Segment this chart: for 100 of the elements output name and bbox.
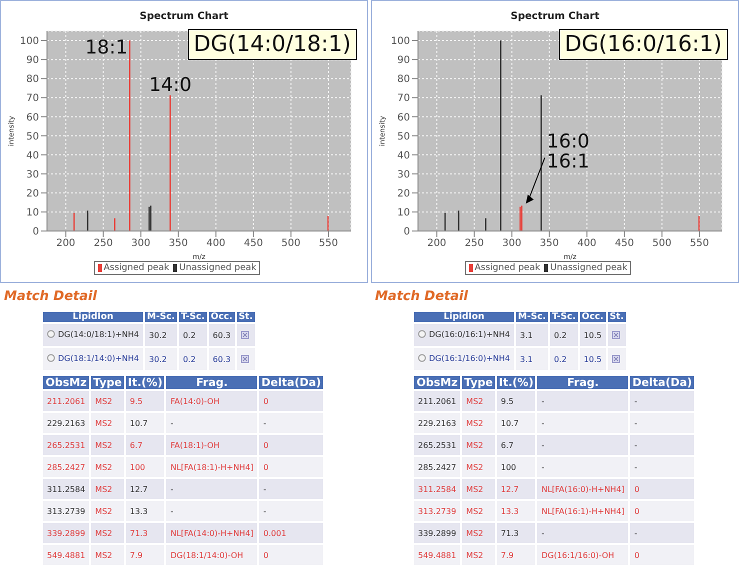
text: - [263,506,266,516]
category-label: M-Sc. [145,312,177,322]
text: 12.7 [130,484,148,494]
annotation: 16:0 [546,130,590,153]
text: 3.1 [520,330,533,340]
text: 60.3 [212,354,231,364]
y-tick-label: 40 [397,150,410,162]
text: 265.2531 [418,440,456,450]
text: - [634,440,638,450]
category-label: Type [91,376,124,389]
text: DG(16:1/16:0)+NH4 [429,354,510,363]
text: 10.7 [500,418,519,428]
y-tick-label: 20 [397,188,410,200]
y-tick-label: 20 [26,188,39,200]
text: 9.5 [130,396,143,406]
text: 0 [634,550,640,560]
text: MS2 [466,506,484,516]
chart-title: Spectrum Chart [138,10,230,24]
category-label: Frag. [537,376,628,389]
category-label: T-Sc. [178,312,207,322]
text: 13.3 [500,506,519,516]
text: MS2 [466,528,484,538]
text: 211.2061 [418,396,456,406]
text: 313.2739 [418,506,456,516]
text: 100 [500,462,516,472]
text: MS2 [95,484,112,494]
text: FA(14:0)-OH [170,396,220,406]
x-tick-label: 350 [540,238,559,250]
text: DG(18:1/14:0)-OH [170,550,244,560]
category-label: Occ. [208,312,235,322]
text: 7.9 [500,550,514,560]
text: 7.9 [130,550,143,560]
text: MS2 [95,506,112,516]
category-label: Occ. [580,312,606,322]
text: - [634,396,638,406]
text: 30.2 [149,330,167,340]
text: - [634,418,638,428]
x-tick-label: 400 [577,238,596,250]
x-tick-label: 550 [318,238,338,250]
category-label: LipidIon [414,312,514,322]
text: 13.3 [130,506,148,516]
x-tick-label: 500 [652,238,672,250]
x-tick-label: 200 [427,238,446,250]
y-tick-label: 50 [397,131,410,142]
category-label: ObsMz [43,376,90,389]
text: MS2 [95,440,112,450]
text: 0 [263,440,269,450]
text: 229.2163 [47,418,86,428]
x-tick-label: 450 [614,238,634,250]
x-tick-label: 400 [206,238,226,250]
text: 10.5 [584,330,602,340]
annotation: 16:1 [546,150,590,173]
text: 6.7 [500,440,514,450]
text: 10.5 [584,354,602,364]
text: DG(16:1/16:0)-OH [541,550,614,560]
legend-label: Assigned peak [474,263,540,273]
y-tick-label: 70 [26,93,39,104]
text: - [170,506,174,516]
category-label: St. [608,312,626,322]
text: 313.2739 [47,506,86,516]
y-tick-label: 60 [397,112,410,124]
category-label: It.(%) [126,376,164,389]
annotation: 18:1 [85,36,128,59]
text: MS2 [95,418,112,428]
text: MS2 [466,396,484,406]
y-tick-label: 0 [32,226,39,238]
x-tick-label: 550 [690,238,710,250]
y-tick-label: 90 [26,55,39,66]
annotation: DG(14:0/18:1) [188,29,357,60]
text: MS2 [466,418,484,428]
category-label: T-Sc. [550,312,578,322]
text: - [170,484,174,494]
text: DG(14:0/18:1)+NH4 [58,330,140,339]
text: NL[FA(18:1)-H+NH4] [170,462,254,472]
category-label: LipidIon [43,312,144,322]
category-label: St. [236,312,255,322]
text: 3.1 [520,354,533,364]
text: 0 [634,484,640,494]
y-tick-label: 90 [397,55,410,66]
text: 6.7 [130,440,143,450]
text: - [541,462,544,472]
text: MS2 [95,462,112,472]
text: 339.2899 [418,528,456,538]
text: 0 [634,506,640,516]
category-label: It.(%) [496,376,536,389]
y-tick-label: 50 [26,131,39,142]
text: - [263,484,266,494]
text: MS2 [466,462,484,472]
text: 229.2163 [418,418,456,428]
text: 285.2427 [47,462,86,472]
category-label: ObsMz [414,376,460,389]
text: 311.2584 [47,484,86,494]
text: MS2 [466,440,484,450]
text: - [634,462,638,472]
y-tick-label: 80 [26,74,39,86]
y-tick-label: 30 [26,169,39,180]
legend-label: Unassigned peak [550,263,628,273]
y-tick-label: 60 [26,112,39,124]
text: MS2 [466,484,484,494]
text: Match Detail [4,289,98,304]
